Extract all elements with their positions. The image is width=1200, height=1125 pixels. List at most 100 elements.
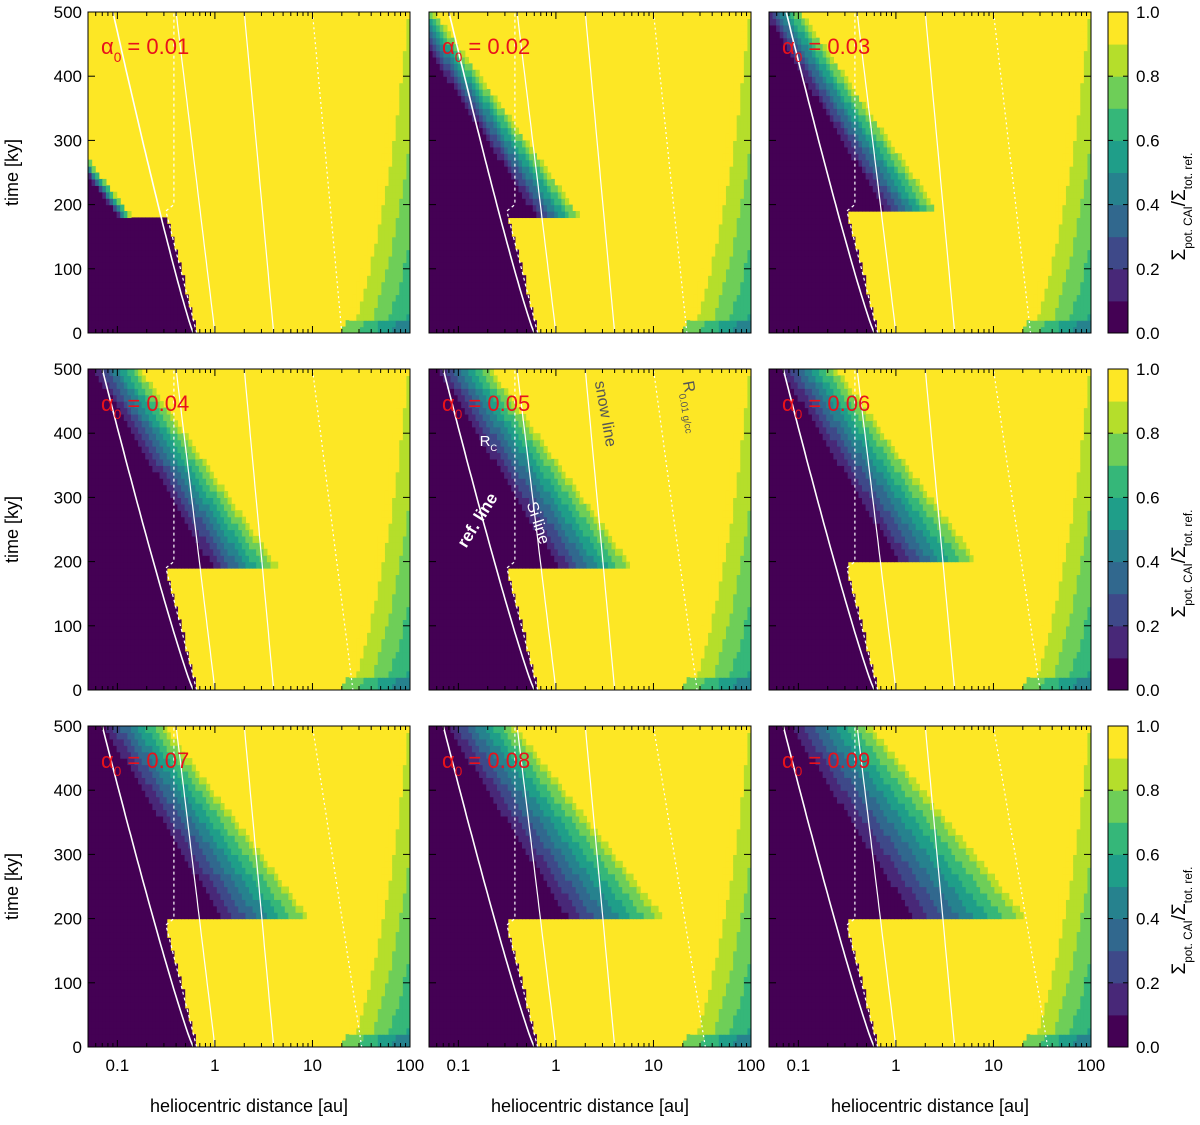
heatmap-cell [522, 288, 527, 296]
heatmap-cell [554, 204, 559, 212]
heatmap-cell [783, 101, 788, 109]
heatmap-cell [1083, 300, 1089, 308]
heatmap-cell [504, 146, 509, 154]
heatmap-cell [1069, 217, 1074, 225]
heatmap-cell [722, 288, 727, 296]
heatmap-cell [1051, 320, 1056, 328]
heatmap-cell [507, 288, 512, 296]
heatmap-cell [123, 236, 128, 244]
heatmap-cell [790, 288, 795, 296]
heatmap-cell [395, 101, 400, 109]
heatmap-cell [489, 230, 494, 238]
heatmap-cell [457, 300, 462, 308]
heatmap-cell [740, 230, 745, 238]
heatmap-cell [529, 146, 534, 154]
heatmap-cell [399, 191, 404, 199]
heatmap-cell [808, 146, 813, 154]
heatmap-cell [862, 191, 867, 199]
heatmap-cell [454, 185, 459, 193]
heatmap-cell [395, 114, 400, 122]
heatmap-cell [496, 313, 502, 321]
heatmap-cell [511, 198, 516, 206]
heatmap-cell [836, 69, 842, 77]
heatmap-cell [155, 657, 161, 665]
heatmap-cell [532, 178, 537, 186]
heatmap-cell [402, 89, 408, 97]
heatmap-cell [740, 223, 745, 231]
heatmap-cell [489, 114, 494, 122]
heatmap-cell [98, 307, 103, 315]
heatmap-cell [155, 320, 161, 328]
heatmap-cell [851, 140, 856, 148]
heatmap-cell [543, 198, 548, 206]
heatmap-cell [496, 294, 502, 302]
heatmap-cell [155, 645, 161, 653]
heatmap-cell [887, 204, 892, 212]
heatmap-cell [833, 211, 838, 219]
heatmap-cell [461, 320, 466, 328]
heatmap-cell [116, 230, 121, 238]
heatmap-cell [395, 217, 400, 225]
heatmap-cell [402, 114, 408, 122]
heatmap-cell [851, 281, 856, 289]
heatmap-cell [145, 664, 150, 672]
heatmap-cell [804, 63, 809, 71]
heatmap-cell [429, 37, 434, 45]
heatmap-cell [468, 69, 473, 77]
heatmap-cell [454, 69, 459, 77]
heatmap-cell [876, 140, 881, 148]
heatmap-cell [399, 255, 404, 263]
heatmap-cell [402, 651, 408, 659]
heatmap-cell [374, 223, 379, 231]
heatmap-cell [890, 146, 895, 154]
heatmap-cell [772, 18, 777, 26]
heatmap-cell [443, 275, 448, 283]
heatmap-cell [858, 268, 863, 276]
heatmap-cell [177, 326, 182, 333]
heatmap-cell [836, 101, 842, 109]
heatmap-cell [819, 166, 824, 174]
heatmap-cell [854, 140, 860, 148]
heatmap-cell [454, 294, 459, 302]
heatmap-cell [790, 236, 795, 244]
heatmap-cell [525, 172, 530, 180]
heatmap-cell [88, 223, 93, 231]
heatmap-cell [399, 89, 404, 97]
heatmap-cell [811, 288, 817, 296]
heatmap-cell [374, 268, 379, 276]
heatmap-cell [439, 114, 444, 122]
heatmap-cell [406, 44, 410, 52]
heatmap-cell [700, 268, 706, 276]
heatmap-cell [729, 133, 734, 141]
heatmap-cell [105, 664, 111, 672]
heatmap-cell [790, 50, 795, 58]
heatmap-cell [539, 198, 545, 206]
heatmap-cell [1065, 223, 1071, 231]
heatmap-cell [464, 146, 469, 154]
heatmap-cell [797, 262, 802, 270]
heatmap-cell [736, 204, 741, 212]
heatmap-cell [879, 133, 885, 141]
heatmap-cell [489, 313, 494, 321]
heatmap-cell [808, 320, 813, 328]
heatmap-cell [471, 243, 477, 251]
heatmap-cell [564, 198, 570, 206]
heatmap-cell [439, 140, 444, 148]
heatmap-cell [374, 677, 379, 685]
heatmap-cell [399, 121, 404, 129]
heatmap-cell [736, 249, 741, 257]
heatmap-cell [736, 108, 741, 116]
heatmap-cell [439, 313, 444, 321]
heatmap-cell [708, 294, 713, 302]
heatmap-cell [116, 651, 121, 659]
heatmap-cell [1055, 198, 1060, 206]
heatmap-cell [395, 236, 400, 244]
heatmap-cell [1073, 121, 1078, 129]
heatmap-cell [429, 146, 434, 154]
heatmap-cell [854, 172, 860, 180]
heatmap-cell [722, 320, 727, 328]
heatmap-cell [461, 230, 466, 238]
heatmap-cell [847, 262, 852, 270]
heatmap-cell [876, 127, 881, 135]
heatmap-cell [457, 63, 462, 71]
